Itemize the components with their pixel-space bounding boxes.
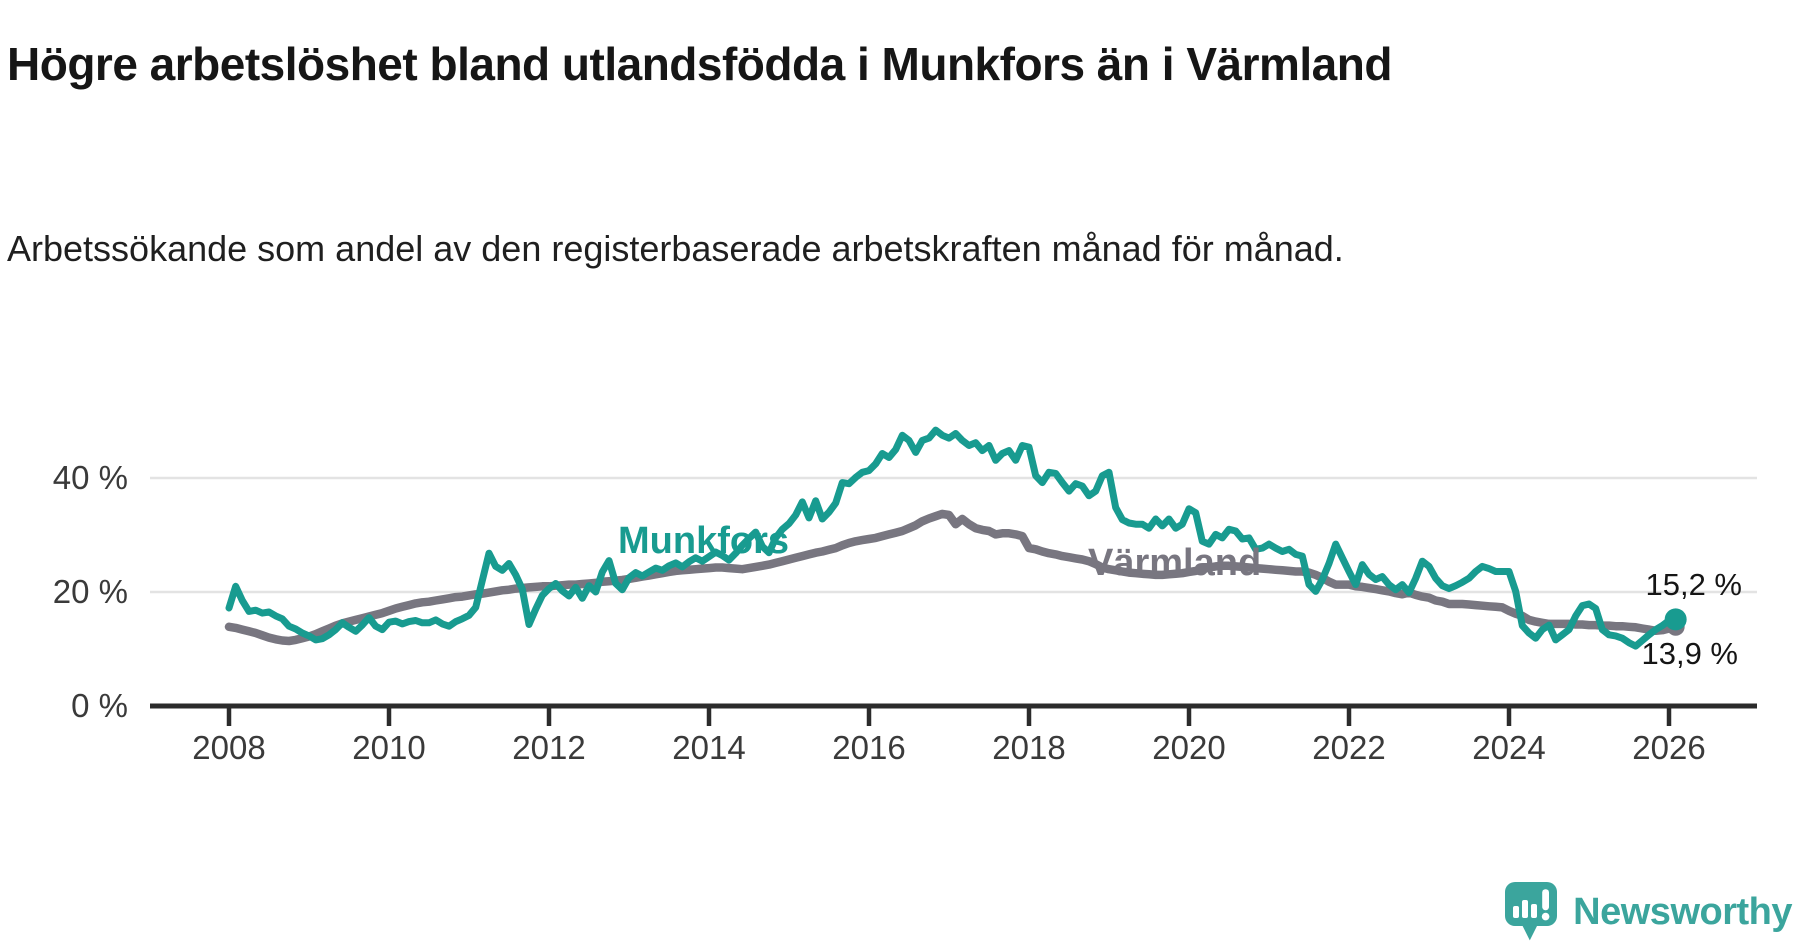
series-line-värmland xyxy=(224,509,1680,646)
x-tick-label: 2016 xyxy=(832,729,905,766)
x-tick-label: 2018 xyxy=(992,729,1065,766)
y-tick-label: 40 % xyxy=(53,459,128,496)
x-tick-label: 2024 xyxy=(1472,729,1545,766)
series-line-munkfors xyxy=(225,426,1680,650)
x-tick-label: 2014 xyxy=(672,729,745,766)
y-tick-label: 0 % xyxy=(71,687,128,724)
chart-subtitle: Arbetssökande som andel av den registerb… xyxy=(7,228,1344,269)
newsworthy-chart-bubble-icon xyxy=(1505,882,1558,942)
newsworthy-logo-text: Newsworthy xyxy=(1573,890,1792,933)
series-label-munkfors: Munkfors xyxy=(618,520,789,562)
series-end-dot-munkfors xyxy=(1664,608,1687,631)
x-tick-label: 2008 xyxy=(192,729,265,766)
end-value-munkfors: 15,2 % xyxy=(1645,567,1742,602)
x-tick-label: 2026 xyxy=(1632,729,1705,766)
x-tick-label: 2022 xyxy=(1312,729,1385,766)
end-value-varmland: 13,9 % xyxy=(1641,636,1738,671)
series-label-varmland: Värmland xyxy=(1088,542,1262,584)
x-tick-label: 2020 xyxy=(1152,729,1225,766)
y-tick-label: 20 % xyxy=(53,573,128,610)
chart-title: Högre arbetslöshet bland utlandsfödda i … xyxy=(7,37,1392,90)
x-tick-label: 2012 xyxy=(512,729,585,766)
newsworthy-logo[interactable]: Newsworthy xyxy=(1505,882,1792,942)
x-tick-label: 2010 xyxy=(352,729,425,766)
